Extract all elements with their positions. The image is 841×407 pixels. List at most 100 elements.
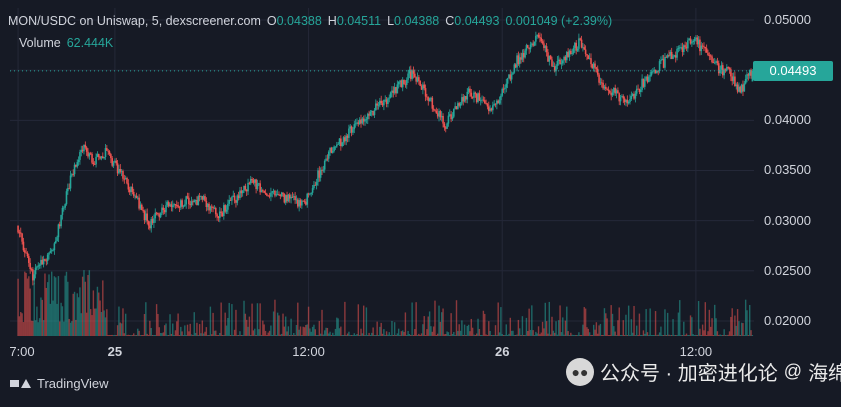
tradingview-branding[interactable]: TradingView: [10, 376, 109, 391]
volume-bar: [286, 331, 288, 336]
candle-body: [432, 108, 435, 110]
volume-bar: [92, 290, 95, 336]
volume-bar: [420, 333, 423, 336]
volume-bar: [336, 317, 338, 336]
candle-body: [241, 190, 244, 194]
candle-body: [372, 110, 374, 116]
volume-bar: [256, 303, 259, 336]
volume-bar: [141, 335, 143, 336]
candle-body: [71, 174, 73, 176]
candle-body: [592, 63, 595, 69]
volume-bar: [48, 274, 50, 336]
candle-body: [529, 44, 532, 50]
volume-bar: [601, 335, 603, 336]
candle-body: [198, 196, 201, 197]
volume-bar: [306, 324, 308, 336]
candle-body: [151, 219, 154, 223]
candle-body: [147, 221, 150, 226]
candle-body: [646, 76, 649, 83]
volume-bar: [533, 335, 536, 336]
candle-body: [564, 56, 567, 61]
volume-bar: [423, 316, 425, 336]
candle-body: [196, 200, 198, 206]
volume-bar: [237, 335, 240, 336]
candle-body: [236, 195, 239, 203]
volume-bar: [260, 335, 263, 336]
volume-bar: [255, 335, 257, 336]
candle-body: [122, 171, 124, 179]
volume-bar: [457, 330, 459, 336]
volume-bar: [400, 331, 403, 336]
volume-bar: [505, 324, 507, 336]
volume-bar: [606, 318, 608, 336]
volume-bar: [270, 325, 272, 336]
candle-body: [485, 103, 487, 105]
candle-body: [688, 38, 690, 41]
symbol-title[interactable]: MON/USDC on Uniswap, 5, dexscreener.com: [8, 14, 261, 28]
volume-bar: [202, 333, 205, 336]
candle-body: [426, 96, 428, 98]
candle-body: [45, 260, 48, 262]
candle-body: [177, 205, 179, 208]
volume-bar: [172, 323, 174, 336]
volume-bar: [653, 335, 655, 336]
volume-bar: [358, 335, 361, 336]
candle-body: [119, 168, 122, 172]
candle-body: [689, 38, 692, 44]
volume-bar: [744, 299, 747, 336]
volume-bar: [488, 321, 490, 336]
candle-body: [364, 119, 366, 122]
volume-bar: [605, 313, 607, 336]
volume-bar: [584, 308, 587, 336]
volume-bar: [297, 302, 299, 336]
volume-bar: [178, 335, 181, 336]
volume-bar: [747, 335, 750, 336]
volume-bar: [213, 330, 216, 336]
volume-bar: [228, 302, 230, 336]
volume-bar: [648, 335, 650, 336]
volume-bar: [520, 335, 522, 336]
candle-body: [228, 200, 231, 204]
candle-body: [56, 237, 58, 241]
volume-bar: [17, 278, 19, 336]
volume-bar: [53, 276, 56, 336]
candle-body: [465, 96, 467, 100]
volume-bar: [426, 329, 428, 336]
volume-legend: Volume 62.444K: [19, 36, 113, 50]
candle-body: [298, 200, 300, 207]
candle-body: [684, 45, 686, 47]
candle-body: [448, 114, 451, 116]
candle-body: [141, 204, 143, 211]
volume-bar: [555, 321, 557, 336]
volume-bar: [434, 300, 436, 336]
volume-bar: [59, 321, 61, 336]
volume-bar: [703, 330, 705, 336]
candle-body: [260, 190, 263, 193]
volume-bar: [81, 276, 84, 336]
candle-body: [360, 119, 362, 124]
candle-body: [318, 170, 321, 178]
candle-body: [36, 266, 38, 268]
volume-bar: [712, 335, 715, 336]
candle-body: [668, 55, 670, 56]
candle-body: [162, 207, 165, 211]
volume-bar: [272, 311, 275, 336]
volume-bar: [462, 335, 464, 336]
candle-body: [738, 86, 740, 92]
candle-body: [399, 80, 401, 82]
volume-bar: [739, 335, 741, 336]
volume-bar: [509, 317, 512, 336]
volume-bar: [158, 327, 160, 336]
candle-body: [450, 114, 452, 120]
volume-bar: [22, 322, 25, 336]
candle-body: [512, 72, 514, 75]
volume-bar: [258, 329, 260, 336]
volume-bar: [640, 335, 642, 336]
volume-bar: [111, 334, 113, 336]
candle-body: [375, 103, 377, 111]
candle-body: [30, 269, 33, 270]
volume-bar: [290, 318, 292, 336]
volume-bar: [683, 321, 685, 336]
